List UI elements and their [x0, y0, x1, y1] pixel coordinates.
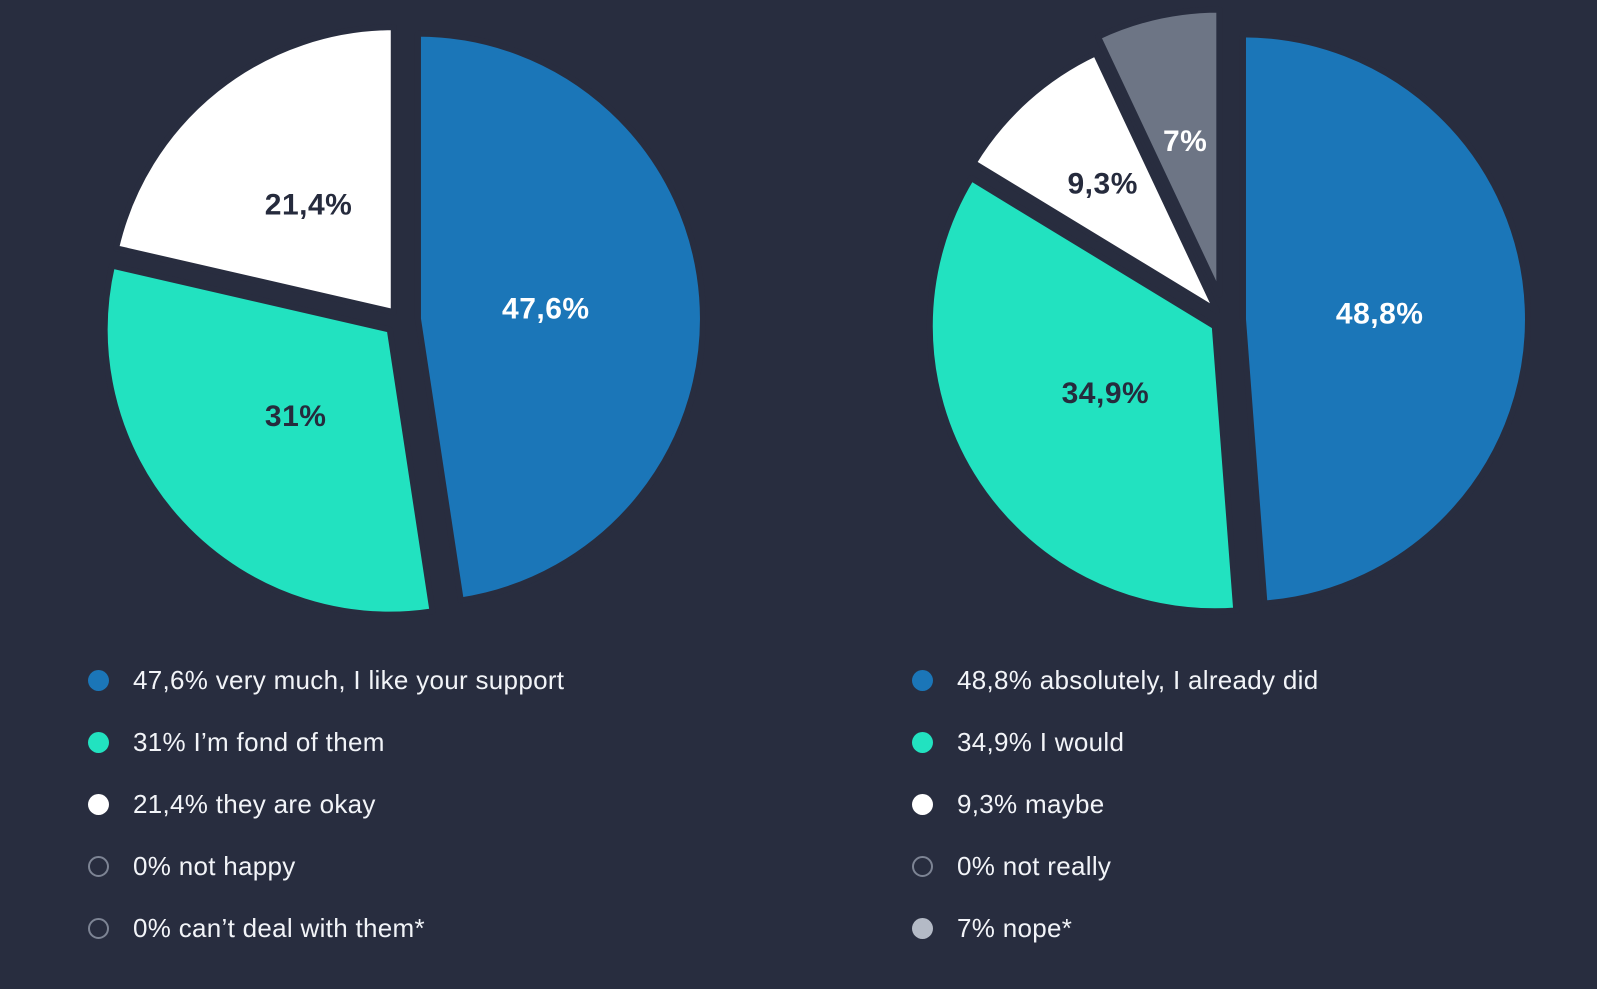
legend-label: 48,8% absolutely, I already did — [957, 664, 1319, 695]
legend-label: 0% not happy — [133, 850, 296, 881]
pie-slice-label: 48,8% — [1336, 298, 1424, 331]
pie-slice — [414, 30, 706, 604]
pie-slice — [101, 262, 436, 618]
legend-label: 7% nope* — [957, 912, 1073, 943]
pie-slice-label: 21,4% — [265, 189, 353, 222]
legend-item: 31% I’m fond of them — [88, 711, 564, 773]
legend-dot — [912, 793, 933, 815]
pie-slice-label: 34,9% — [1062, 377, 1150, 410]
pie-chart-left: 47,6% 31% 21,4% — [101, 24, 706, 618]
legend-label: 21,4% they are okay — [133, 788, 376, 819]
legend-item: 7% nope* — [912, 897, 1318, 959]
legend-dot — [912, 669, 933, 691]
legend-dot — [912, 731, 933, 753]
pie-slice — [926, 175, 1240, 615]
legend-label: 31% I’m fond of them — [133, 726, 385, 757]
legend-dot — [912, 917, 933, 939]
pie-slice-label: 47,6% — [502, 292, 590, 325]
legend-item: 48,8% absolutely, I already did — [912, 649, 1318, 711]
pie-slice — [113, 24, 397, 316]
pie-slice — [970, 50, 1220, 315]
legend-dot — [88, 855, 109, 877]
legend-label: 9,3% maybe — [957, 788, 1105, 819]
legend-label: 34,9% I would — [957, 726, 1125, 757]
legend-item: 47,6% very much, I like your support — [88, 649, 564, 711]
pie-slice-label: 7% — [1163, 125, 1207, 158]
legend-dot — [88, 917, 109, 939]
legend-item: 34,9% I would — [912, 711, 1318, 773]
legend-item: 0% can’t deal with them* — [88, 897, 564, 959]
legend-dot — [912, 855, 933, 877]
legend-item: 0% not happy — [88, 835, 564, 897]
legend-left: 47,6% very much, I like your support 31%… — [88, 649, 564, 959]
pie-slice-label: 9,3% — [1067, 167, 1137, 200]
legend-right: 48,8% absolutely, I already did 34,9% I … — [912, 649, 1318, 959]
legend-item: 21,4% they are okay — [88, 773, 564, 835]
legend-item: 0% not really — [912, 835, 1318, 897]
legend-label: 0% can’t deal with them* — [133, 912, 425, 943]
legend-dot — [88, 731, 109, 753]
pie-slice-label: 31% — [265, 400, 327, 433]
legend-dot — [88, 669, 109, 691]
legend-item: 9,3% maybe — [912, 773, 1318, 835]
legend-label: 0% not really — [957, 850, 1112, 881]
legend-dot — [88, 793, 109, 815]
legend-label: 47,6% very much, I like your support — [133, 664, 565, 695]
pie-chart-right: 48,8% 34,9% 9,3% 7% — [926, 6, 1531, 615]
pie-slice — [1094, 6, 1223, 298]
pie-slice — [1239, 31, 1531, 607]
